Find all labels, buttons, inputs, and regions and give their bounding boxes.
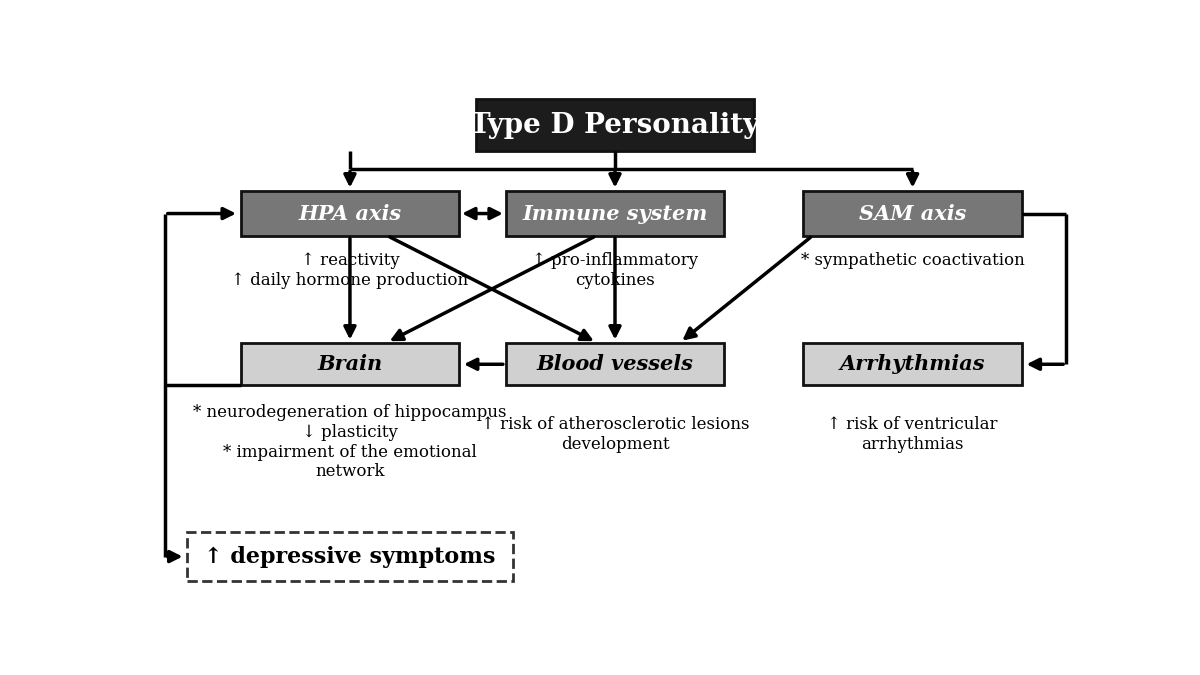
FancyBboxPatch shape [241,344,460,385]
Text: Type D Personality: Type D Personality [470,111,760,138]
Text: HPA axis: HPA axis [299,204,402,223]
FancyBboxPatch shape [803,344,1022,385]
FancyBboxPatch shape [475,99,755,151]
FancyBboxPatch shape [803,192,1022,236]
Text: ↑ pro-inflammatory
cytokines: ↑ pro-inflammatory cytokines [532,252,698,289]
Text: Arrhythmias: Arrhythmias [840,354,985,374]
Text: Immune system: Immune system [522,204,708,223]
FancyBboxPatch shape [241,192,460,236]
Text: Blood vessels: Blood vessels [536,354,694,374]
Text: SAM axis: SAM axis [859,204,966,223]
Text: Brain: Brain [317,354,383,374]
Text: * neurodegeneration of hippocampus
↓ plasticity
* impairment of the emotional
ne: * neurodegeneration of hippocampus ↓ pla… [193,404,506,480]
FancyBboxPatch shape [505,344,725,385]
Text: ↑ risk of ventricular
arrhythmias: ↑ risk of ventricular arrhythmias [827,416,998,453]
Text: ↑ depressive symptoms: ↑ depressive symptoms [204,545,496,568]
Text: * sympathetic coactivation: * sympathetic coactivation [800,252,1025,269]
Text: ↑ risk of atherosclerotic lesions
development: ↑ risk of atherosclerotic lesions develo… [481,416,749,453]
FancyBboxPatch shape [505,192,725,236]
Text: ↑ reactivity
↑ daily hormone production: ↑ reactivity ↑ daily hormone production [232,252,468,289]
